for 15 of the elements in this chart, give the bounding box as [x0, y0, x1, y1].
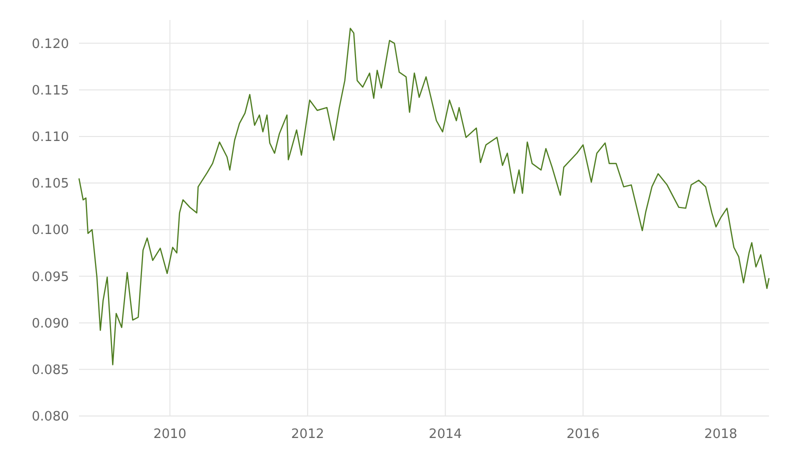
x-tick-label: 2010	[153, 427, 186, 442]
x-tick-label: 2016	[566, 427, 600, 442]
y-tick-label: 0.100	[32, 223, 69, 238]
y-tick-label: 0.080	[32, 410, 69, 425]
line-series	[78, 28, 770, 366]
y-tick-label: 0.095	[32, 270, 69, 285]
y-tick-label: 0.120	[32, 36, 69, 52]
y-tick-label: 0.110	[32, 130, 69, 146]
x-tick-label: 2012	[291, 427, 324, 442]
x-tick-label: 2014	[428, 427, 462, 442]
y-tick-label: 0.105	[32, 176, 69, 192]
y-tick-label: 0.090	[32, 316, 69, 332]
x-tick-label: 2018	[704, 427, 738, 442]
y-tick-label: 0.115	[32, 83, 69, 98]
y-tick-label: 0.085	[32, 362, 69, 378]
